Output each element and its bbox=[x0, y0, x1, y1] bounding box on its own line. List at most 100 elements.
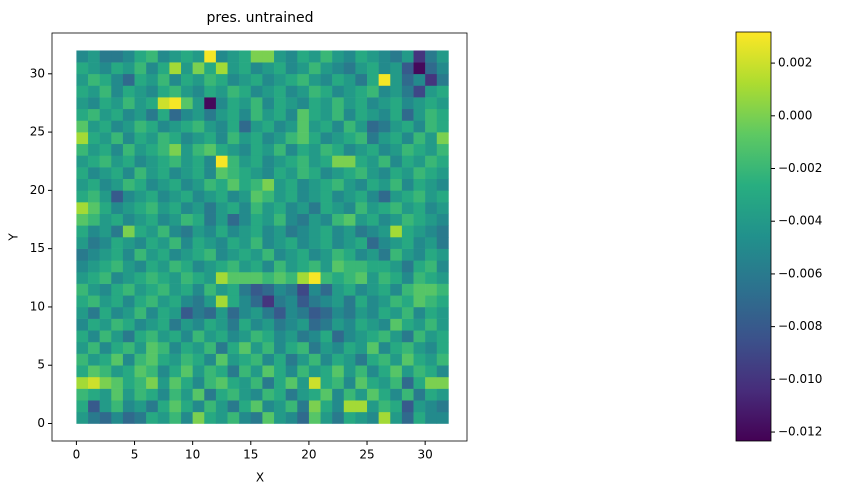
heatmap-cell bbox=[215, 330, 228, 343]
heatmap-cell bbox=[413, 132, 426, 145]
heatmap-cell bbox=[227, 411, 240, 424]
heatmap-cell bbox=[250, 108, 263, 121]
heatmap-cell bbox=[401, 411, 414, 424]
heatmap-cell bbox=[262, 50, 275, 63]
heatmap-cell bbox=[204, 155, 217, 168]
heatmap-cell bbox=[297, 155, 310, 168]
y-tick-label: 5 bbox=[37, 358, 45, 372]
heatmap-cell bbox=[274, 376, 286, 389]
heatmap-cell bbox=[378, 237, 391, 249]
heatmap-cell bbox=[181, 376, 193, 389]
heatmap-cell bbox=[390, 97, 403, 110]
heatmap-cell bbox=[378, 108, 391, 121]
heatmap-cell bbox=[262, 190, 275, 203]
heatmap-cell bbox=[76, 73, 89, 86]
heatmap-cell bbox=[181, 318, 193, 331]
heatmap-cell bbox=[285, 400, 298, 413]
heatmap-cell bbox=[215, 283, 228, 296]
heatmap-cell bbox=[192, 225, 205, 238]
heatmap-cell bbox=[355, 97, 368, 110]
heatmap-cell bbox=[367, 353, 379, 366]
heatmap-cell bbox=[99, 237, 112, 249]
heatmap-cell bbox=[262, 400, 275, 413]
heatmap-cell bbox=[76, 260, 89, 273]
heatmap-cell bbox=[262, 202, 275, 214]
heatmap-cell bbox=[215, 62, 228, 75]
heatmap-cell bbox=[297, 248, 310, 261]
heatmap-cell bbox=[146, 283, 159, 296]
y-tick-label: 15 bbox=[30, 241, 45, 255]
heatmap-cell bbox=[285, 167, 298, 180]
heatmap-cell bbox=[111, 306, 124, 319]
heatmap-cell bbox=[343, 388, 356, 401]
heatmap-cell bbox=[285, 237, 298, 249]
heatmap-cell bbox=[390, 50, 403, 63]
heatmap-cell bbox=[297, 341, 310, 354]
heatmap-cell bbox=[274, 388, 286, 401]
heatmap-cell bbox=[320, 411, 333, 424]
heatmap-cell bbox=[169, 50, 182, 63]
heatmap-cell bbox=[88, 132, 100, 145]
heatmap-cell bbox=[111, 120, 124, 133]
heatmap-cell bbox=[390, 260, 403, 273]
heatmap-cell bbox=[157, 353, 170, 366]
heatmap-cell bbox=[436, 237, 449, 249]
heatmap-cell bbox=[76, 248, 89, 261]
heatmap-cell bbox=[204, 318, 217, 331]
heatmap-cell bbox=[436, 353, 449, 366]
heatmap-cell bbox=[204, 306, 217, 319]
heatmap-cell bbox=[343, 365, 356, 378]
heatmap-cell bbox=[76, 50, 89, 63]
heatmap-cell bbox=[88, 97, 100, 110]
heatmap-cell bbox=[215, 271, 228, 284]
heatmap-cell bbox=[262, 132, 275, 145]
heatmap-cell bbox=[297, 50, 310, 63]
heatmap-cell bbox=[367, 120, 379, 133]
heatmap-cell bbox=[355, 225, 368, 238]
heatmap-cell bbox=[297, 143, 310, 156]
heatmap-cell bbox=[355, 330, 368, 343]
heatmap-cell bbox=[122, 167, 135, 180]
heatmap-cell bbox=[401, 120, 414, 133]
heatmap-cell bbox=[122, 62, 135, 75]
heatmap-cell bbox=[343, 202, 356, 214]
heatmap-cell bbox=[297, 318, 310, 331]
heatmap-cell bbox=[169, 341, 182, 354]
heatmap-cell bbox=[250, 202, 263, 214]
heatmap-cell bbox=[239, 260, 252, 273]
heatmap-cell bbox=[192, 62, 205, 75]
heatmap-cell bbox=[215, 85, 228, 98]
heatmap-cell bbox=[355, 237, 368, 249]
heatmap-cell bbox=[297, 237, 310, 249]
heatmap-cell bbox=[192, 237, 205, 249]
heatmap-cell bbox=[367, 365, 379, 378]
x-tick-label: 15 bbox=[243, 448, 258, 462]
heatmap-cell bbox=[343, 341, 356, 354]
heatmap-cell bbox=[204, 353, 217, 366]
heatmap-cell bbox=[285, 341, 298, 354]
heatmap-cell bbox=[99, 62, 112, 75]
heatmap-cell bbox=[192, 283, 205, 296]
heatmap-cell bbox=[332, 237, 345, 249]
heatmap-cell bbox=[181, 85, 193, 98]
heatmap-cell bbox=[436, 341, 449, 354]
x-tick-label: 20 bbox=[301, 448, 316, 462]
heatmap-cell bbox=[169, 62, 182, 75]
heatmap-cell bbox=[401, 190, 414, 203]
heatmap-cell bbox=[134, 225, 147, 238]
heatmap-cell bbox=[192, 50, 205, 63]
heatmap-cell bbox=[285, 202, 298, 214]
heatmap-cell bbox=[320, 167, 333, 180]
heatmap-cell bbox=[239, 143, 252, 156]
heatmap-cell bbox=[274, 237, 286, 249]
heatmap-cell bbox=[343, 120, 356, 133]
heatmap-cell bbox=[355, 318, 368, 331]
heatmap-cell bbox=[401, 400, 414, 413]
heatmap-cell bbox=[378, 97, 391, 110]
heatmap-cell bbox=[215, 167, 228, 180]
heatmap-cell bbox=[367, 271, 379, 284]
heatmap-cell bbox=[215, 50, 228, 63]
x-tick-label: 25 bbox=[359, 448, 374, 462]
heatmap-cell bbox=[297, 411, 310, 424]
heatmap-cell bbox=[297, 213, 310, 226]
